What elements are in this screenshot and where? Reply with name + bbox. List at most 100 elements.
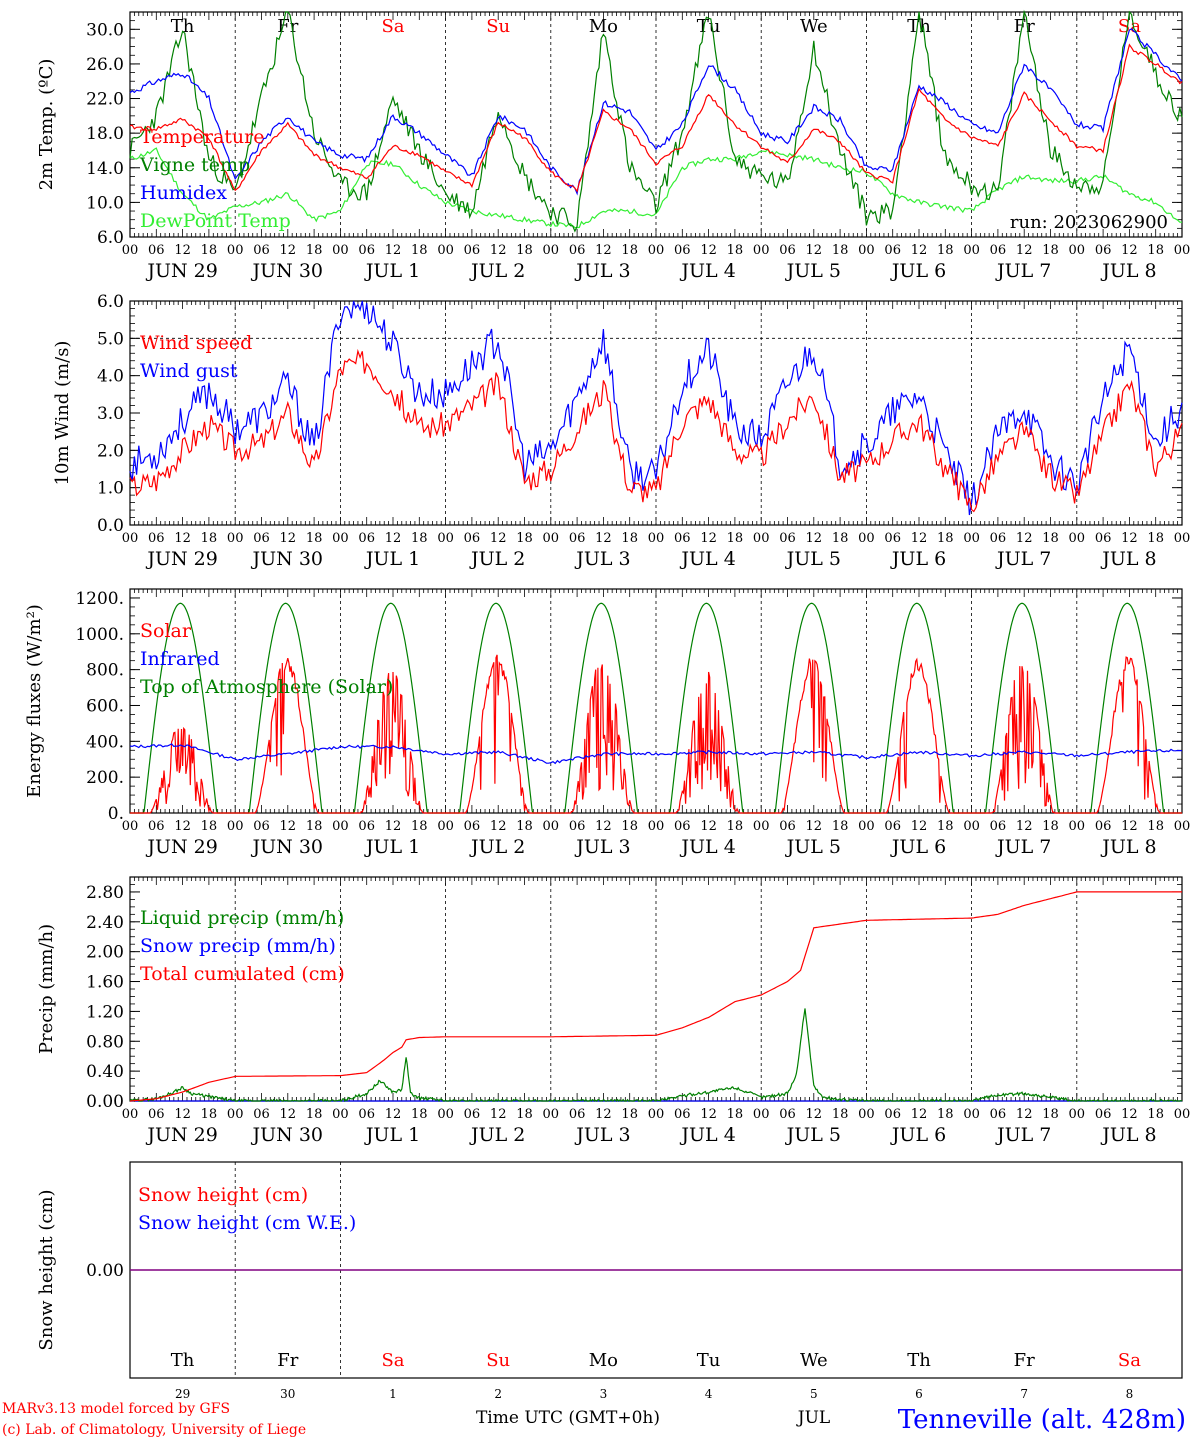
series-wind-speed <box>129 348 1183 513</box>
hour-label: 06 <box>569 531 586 546</box>
hour-label: 18 <box>306 243 323 258</box>
date-label: JUL 7 <box>995 548 1051 570</box>
hour-label: 12 <box>385 1107 402 1122</box>
legend-entry: Wind speed <box>140 332 252 354</box>
weekday-label: Th <box>171 1350 195 1371</box>
date-label: JUL 7 <box>995 260 1051 282</box>
date-label: JUL 8 <box>1100 836 1156 858</box>
date-label: JUN 30 <box>251 260 323 282</box>
hour-label: 18 <box>516 531 533 546</box>
hour-label: 12 <box>806 243 823 258</box>
y-tick-label: 0. <box>108 804 124 824</box>
legend-entry: Wind gust <box>140 360 238 382</box>
weekday-label: Mo <box>589 16 618 37</box>
hour-label: 18 <box>201 1107 218 1122</box>
hour-label: 06 <box>569 1107 586 1122</box>
hour-label: 00 <box>332 819 349 834</box>
date-label: JUN 29 <box>145 548 217 570</box>
date-label: JUL 5 <box>785 548 841 570</box>
weekday-label: Fr <box>277 1350 298 1371</box>
date-label: JUL 1 <box>364 548 420 570</box>
day-number: 8 <box>1126 1387 1134 1401</box>
hour-label: 00 <box>437 531 454 546</box>
weekday-label: Su <box>486 1350 510 1371</box>
hour-label: 18 <box>621 1107 638 1122</box>
legend-entry: Vigne temp <box>139 154 250 176</box>
weekday-label: Sa <box>1118 16 1141 37</box>
hour-label: 00 <box>858 819 875 834</box>
hour-label: 06 <box>779 531 796 546</box>
date-label: JUL 5 <box>785 260 841 282</box>
hour-label: 06 <box>253 819 270 834</box>
hour-label: 00 <box>648 243 665 258</box>
station-name: Tenneville (alt. 428m) <box>898 1405 1186 1435</box>
hour-label: 18 <box>1147 1107 1164 1122</box>
hour-label: 06 <box>569 819 586 834</box>
hour-label: 06 <box>884 531 901 546</box>
legend-entry: DewPoint Temp <box>140 210 291 232</box>
hour-label: 06 <box>674 1107 691 1122</box>
hour-label: 00 <box>858 1107 875 1122</box>
hour-label: 12 <box>911 1107 928 1122</box>
hour-label: 12 <box>174 531 191 546</box>
hour-label: 06 <box>990 1107 1007 1122</box>
hour-label: 12 <box>1016 819 1033 834</box>
hour-label: 06 <box>779 819 796 834</box>
hour-label: 00 <box>227 1107 244 1122</box>
panel-energy: 0. 200. 400. 600. 800. 1000. 1200. Energy fluxe… <box>24 588 1190 858</box>
hour-label: 00 <box>753 243 770 258</box>
hour-label: 00 <box>332 531 349 546</box>
y-tick-label: 22.0 <box>86 90 124 110</box>
hour-label: 18 <box>727 1107 744 1122</box>
weekday-label: Th <box>907 16 931 37</box>
hour-label: 06 <box>148 819 165 834</box>
panel-precip: 0.00 0.40 0.80 1.20 1.60 2.00 2.40 2.80 Precip (… <box>36 876 1190 1146</box>
day-number: 2 <box>494 1387 502 1401</box>
hour-label: 12 <box>700 243 717 258</box>
date-label: JUL 4 <box>679 260 735 282</box>
hour-label: 06 <box>674 819 691 834</box>
date-label: JUL 8 <box>1100 260 1156 282</box>
hour-label: 12 <box>806 531 823 546</box>
hour-label: 06 <box>253 243 270 258</box>
hour-label: 18 <box>1042 243 1059 258</box>
plot-frame <box>129 11 1183 238</box>
y-tick-label: 10.0 <box>86 193 124 213</box>
hour-label: 06 <box>253 531 270 546</box>
hour-label: 12 <box>700 531 717 546</box>
hour-label: 18 <box>306 531 323 546</box>
y-tick-label: 2.80 <box>86 883 124 903</box>
weekday-label: We <box>800 16 828 37</box>
hour-label: 12 <box>1121 1107 1138 1122</box>
panel-temperature: 6.0 10.0 14.0 18.0 22.0 26.0 30.0 2m Temp. (ºC)… <box>36 9 1190 282</box>
hour-label: 18 <box>832 1107 849 1122</box>
hour-label: 12 <box>280 1107 297 1122</box>
hour-label: 18 <box>727 819 744 834</box>
hour-label: 06 <box>358 819 375 834</box>
hour-label: 06 <box>148 531 165 546</box>
y-tick-label: 800. <box>86 661 124 681</box>
y-tick-label: 1.60 <box>86 973 124 993</box>
hour-label: 18 <box>937 1107 954 1122</box>
hour-label: 06 <box>464 243 481 258</box>
hour-label: 12 <box>595 819 612 834</box>
y-axis-label: 2m Temp. (ºC) <box>36 59 57 191</box>
hour-label: 00 <box>963 819 980 834</box>
hour-label: 00 <box>1069 531 1086 546</box>
hour-label: 18 <box>1147 243 1164 258</box>
hour-label: 06 <box>884 243 901 258</box>
hour-label: 12 <box>1016 1107 1033 1122</box>
date-label: JUL 6 <box>890 1124 946 1146</box>
legend-entry: Liquid precip (mm/h) <box>140 907 344 929</box>
weekday-label: Sa <box>381 1350 404 1371</box>
series-temperature <box>129 43 1183 193</box>
hour-label: 18 <box>832 243 849 258</box>
hour-label: 18 <box>1042 819 1059 834</box>
date-label: JUL 4 <box>679 836 735 858</box>
hour-label: 12 <box>174 819 191 834</box>
date-label: JUL 1 <box>364 260 420 282</box>
hour-label: 18 <box>411 819 428 834</box>
hour-label: 18 <box>621 819 638 834</box>
hour-label: 18 <box>516 819 533 834</box>
